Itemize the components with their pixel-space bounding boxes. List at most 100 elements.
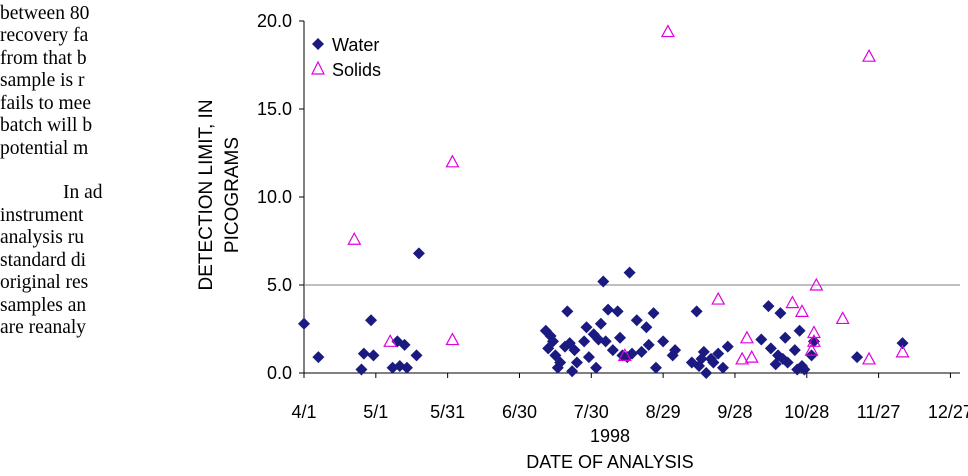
x-tick-label: 8/29	[646, 402, 681, 422]
water-point	[755, 333, 768, 346]
water-point	[578, 335, 591, 348]
x-tick-label: 12/27	[928, 402, 968, 422]
x-tick-label: 10/28	[784, 402, 829, 422]
water-point	[367, 349, 380, 362]
x-tick-label: 7/30	[574, 402, 609, 422]
legend-water-label: Water	[332, 35, 379, 55]
water-point	[357, 347, 370, 360]
water-point	[597, 275, 610, 288]
solids-point	[785, 295, 800, 309]
water-point	[400, 361, 413, 374]
solids-point	[739, 330, 754, 344]
water-point	[599, 335, 612, 348]
water-point	[669, 344, 682, 357]
water-point	[630, 314, 643, 327]
page-text-line: potential m	[0, 138, 89, 159]
solids-point	[383, 334, 398, 347]
solids-point	[806, 325, 821, 339]
water-point	[623, 266, 636, 279]
page-text-line: In ad	[63, 182, 103, 203]
y-tick-label: 0.0	[267, 363, 292, 383]
water-point	[700, 367, 713, 379]
water-point	[779, 331, 792, 344]
water-point	[580, 321, 593, 334]
water-point	[365, 314, 378, 327]
x-tick-label: 9/28	[717, 402, 752, 422]
water-point	[774, 307, 787, 320]
water-point	[851, 351, 864, 364]
water-point	[647, 307, 660, 320]
y-tick-label: 5.0	[267, 275, 292, 295]
water-point	[640, 321, 653, 334]
solids-point	[835, 311, 850, 325]
solids-point	[862, 351, 877, 365]
water-point	[546, 335, 559, 348]
water-point	[657, 335, 670, 348]
legend-solids-label: Solids	[332, 60, 381, 80]
x-axis-ticks: 4/1 5/1 5/31 6/30 7/30 8/29 9/28 10/28 11/27 12/2…	[291, 373, 968, 422]
water-point	[298, 317, 310, 330]
y-axis-title-line2: PICOGRAMS	[222, 137, 243, 253]
x-tick-label: 6/30	[502, 402, 537, 422]
water-point	[606, 344, 619, 357]
y-axis-title-line1: DETECTION LIMIT, IN	[196, 99, 217, 290]
x-axis-title: DATE OF ANALYSIS	[526, 452, 693, 472]
page-text-line: standard di	[0, 250, 87, 271]
x-tick-label: 5/1	[363, 402, 388, 422]
page-text-line: samples an	[0, 295, 87, 316]
water-point	[561, 305, 574, 318]
water-point	[410, 349, 423, 362]
page-text-line: recovery fa	[0, 25, 89, 46]
solids-point	[445, 332, 460, 346]
water-point	[611, 305, 624, 318]
solids-point	[895, 344, 910, 358]
water-point	[570, 356, 583, 369]
water-point	[712, 347, 725, 360]
page-text-line: fails to mee	[0, 93, 91, 114]
page-text-line: between 80	[0, 3, 90, 24]
solids-point	[804, 342, 819, 356]
partial-page-text: between 80 recovery fa from that b sample i…	[0, 0, 210, 476]
water-point	[721, 340, 734, 353]
water-point	[635, 345, 648, 358]
water-point	[716, 361, 729, 374]
x-tick-label: 4/1	[291, 402, 316, 422]
page-text-line: batch will b	[0, 115, 93, 136]
solids-point	[711, 291, 726, 305]
water-point	[896, 337, 909, 350]
water-point	[594, 317, 607, 330]
water-point	[568, 344, 581, 357]
data-points	[298, 24, 910, 379]
solids-point	[347, 231, 362, 245]
solids-point	[809, 277, 824, 291]
water-point	[614, 331, 627, 344]
solids-point	[660, 24, 675, 38]
solids-point	[744, 349, 759, 363]
water-point	[793, 324, 806, 337]
solids-point	[617, 348, 632, 361]
x-axis-year-label: 1998	[590, 426, 630, 446]
water-point	[642, 338, 655, 351]
solids-point	[806, 334, 821, 347]
page-text-line: are reanaly	[0, 317, 87, 338]
y-tick-label: 10.0	[257, 187, 292, 207]
legend: Water Solids	[311, 35, 381, 80]
water-point	[707, 356, 720, 369]
page-text-line: sample is r	[0, 70, 85, 91]
water-point	[690, 305, 703, 318]
water-point	[764, 342, 777, 355]
y-tick-label: 20.0	[257, 11, 292, 31]
solids-point	[862, 48, 877, 62]
y-axis-title: DETECTION LIMIT, IN PICOGRAMS	[196, 99, 243, 290]
page-text-line: analysis ru	[0, 227, 84, 248]
page-text-line: instrument	[0, 205, 84, 226]
water-point	[355, 363, 368, 376]
water-point	[769, 358, 782, 371]
water-point	[602, 303, 615, 316]
water-point	[412, 247, 425, 260]
y-tick-label: 15.0	[257, 99, 292, 119]
page-text-line: from that b	[0, 48, 87, 69]
x-tick-label: 5/31	[430, 402, 465, 422]
water-point	[788, 344, 801, 357]
